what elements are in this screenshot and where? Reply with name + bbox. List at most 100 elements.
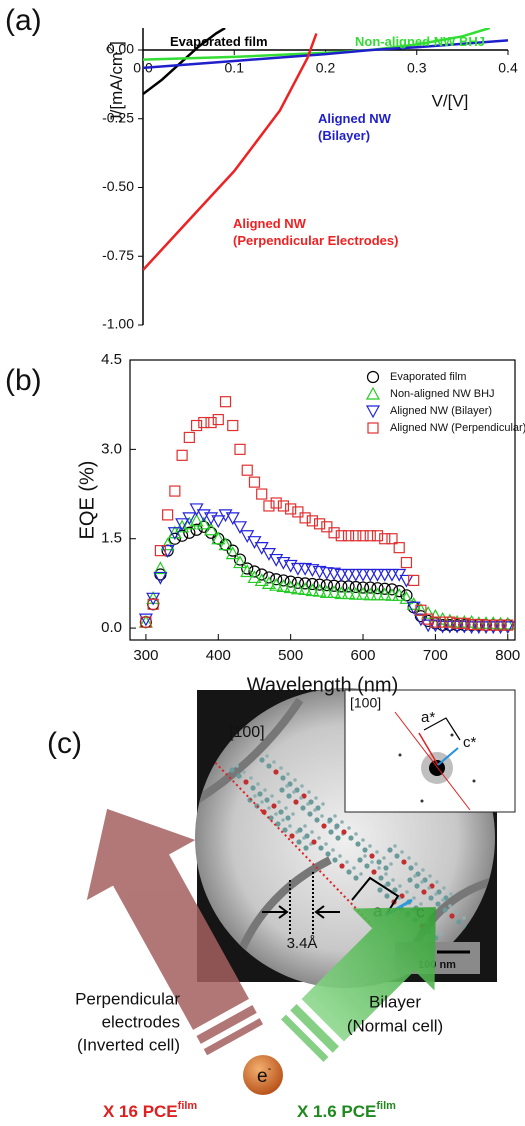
molecule-atom <box>384 872 388 876</box>
marker <box>183 526 196 539</box>
molecule-atom <box>311 839 317 845</box>
marker <box>437 616 449 628</box>
y-tick-label: 1.5 <box>101 530 122 547</box>
molecule-atom <box>324 842 328 846</box>
marker <box>385 583 399 596</box>
molecule-atom <box>347 826 351 830</box>
molecule-atom <box>364 863 370 869</box>
molecule-atom <box>256 782 260 786</box>
marker <box>444 616 456 628</box>
marker <box>140 616 152 628</box>
marker <box>298 582 313 595</box>
molecule-atom <box>368 844 372 848</box>
molecule-atom <box>253 794 257 798</box>
molecule-atom <box>320 814 324 818</box>
molecule-atom <box>332 857 338 863</box>
marker <box>154 545 166 557</box>
series-label: Aligned NW (Bilayer) <box>318 111 391 143</box>
molecule-atom <box>334 823 340 829</box>
legend-marker <box>366 370 380 384</box>
molecule-atom <box>335 835 341 841</box>
molecule-atom <box>297 827 303 833</box>
molecule-atom <box>377 866 381 870</box>
left-caption: Perpendicular <box>75 989 180 1008</box>
marker <box>327 585 342 598</box>
inverted-arrow <box>86 808 264 1056</box>
molecule-atom <box>280 775 286 781</box>
molecule-atom <box>277 800 281 804</box>
direction-line <box>204 751 373 926</box>
marker <box>205 416 217 429</box>
marker <box>384 568 399 582</box>
marker <box>386 533 398 545</box>
marker <box>248 565 261 578</box>
marker <box>384 588 399 601</box>
spacing-arrows <box>262 905 340 919</box>
molecule-atom <box>353 875 359 881</box>
electron <box>243 1055 283 1095</box>
molecule-atom <box>427 886 431 890</box>
legend-marker <box>365 405 381 419</box>
molecule-atom <box>415 871 421 877</box>
marker <box>392 588 407 601</box>
marker <box>341 568 356 582</box>
marker <box>451 617 463 629</box>
molecule-atom <box>338 854 342 858</box>
x-axis-label: V/[V] <box>432 91 469 110</box>
marker <box>457 620 472 634</box>
molecule-atom <box>428 895 434 901</box>
molecule-atom <box>317 836 321 840</box>
molecule-atom <box>289 833 295 839</box>
y-label-text: J/[mA/cm <box>107 52 126 123</box>
legend-marker <box>365 386 381 400</box>
marker <box>370 568 385 582</box>
molecule-atom <box>455 910 459 914</box>
molecule-atom <box>385 881 391 887</box>
marker <box>190 419 203 432</box>
molecule-atom <box>383 865 389 871</box>
molecule-atom <box>271 803 277 809</box>
bilayer-arrow <box>281 907 436 1062</box>
molecule-atom <box>285 815 291 821</box>
marker <box>356 581 370 594</box>
molecule-atom <box>265 754 269 758</box>
molecule-atom <box>279 766 283 770</box>
molecule-atom <box>405 890 409 894</box>
marker <box>183 431 195 444</box>
marker <box>269 577 284 591</box>
molecule-atom <box>354 832 358 836</box>
molecule-atom <box>279 787 285 793</box>
marker <box>162 509 174 521</box>
series-line <box>143 33 318 271</box>
marker <box>370 587 385 601</box>
molecule-atom <box>273 769 279 775</box>
molecule-atom <box>400 850 404 854</box>
molecule-atom <box>345 860 349 864</box>
series-label: Evaporated film <box>170 34 268 49</box>
molecule-atom <box>294 787 300 793</box>
molecule-atom <box>243 779 249 785</box>
marker <box>486 616 501 629</box>
gain-text: X 16 PCE <box>103 1102 178 1121</box>
molecule-atom <box>236 773 242 779</box>
molecule-atom <box>264 797 270 803</box>
molecule-atom <box>310 830 314 834</box>
molecule-atom <box>369 853 375 859</box>
molecule-atom <box>275 821 281 827</box>
marker <box>291 576 304 589</box>
molecule-atom <box>341 829 347 835</box>
y-tick-label: -1.00 <box>102 316 134 332</box>
molecule-atom <box>394 853 400 859</box>
molecule-atom <box>296 839 302 845</box>
zone-axis: [100] <box>229 724 265 741</box>
marker <box>500 616 515 630</box>
y-label-sup: 2 <box>105 46 117 52</box>
marker <box>379 533 391 545</box>
y-tick-label: -0.25 <box>102 109 134 125</box>
marker <box>190 523 203 536</box>
marker <box>256 488 268 500</box>
marker <box>313 578 326 591</box>
marker <box>328 527 340 539</box>
series-label: Aligned NW (Perpendicular Electrodes) <box>233 216 399 248</box>
molecule-atom <box>331 848 335 852</box>
